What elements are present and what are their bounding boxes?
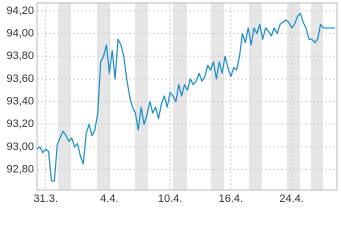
x-tick-label: 31.3.	[33, 193, 57, 205]
y-tick-label: 93,60	[6, 73, 34, 85]
band	[249, 3, 262, 190]
y-tick-label: 94,00	[6, 28, 34, 40]
chart: 92,80 93,00 93,20 93,40 93,60 93,80 94,00 94,20…	[6, 2, 338, 205]
band	[211, 3, 224, 190]
band	[173, 3, 187, 190]
x-tick-label: 4.4.	[100, 193, 118, 205]
y-tick-label: 94,20	[6, 5, 34, 17]
x-tick-label: 10.4.	[158, 193, 182, 205]
plot-frame	[36, 2, 338, 191]
y-tick-label: 93,40	[6, 96, 34, 108]
band	[287, 3, 300, 190]
y-tick-label: 93,20	[6, 118, 34, 130]
x-tick-label: 24.4.	[279, 193, 303, 205]
y-tick-label: 93,80	[6, 50, 34, 62]
band	[58, 3, 71, 190]
band	[135, 3, 148, 190]
weekend-bands	[58, 3, 323, 190]
price-line	[36, 12, 335, 182]
x-tick-label: 16.4.	[219, 193, 243, 205]
band	[311, 3, 323, 190]
y-tick-label: 92,80	[6, 164, 34, 176]
y-tick-label: 93,00	[6, 141, 34, 153]
